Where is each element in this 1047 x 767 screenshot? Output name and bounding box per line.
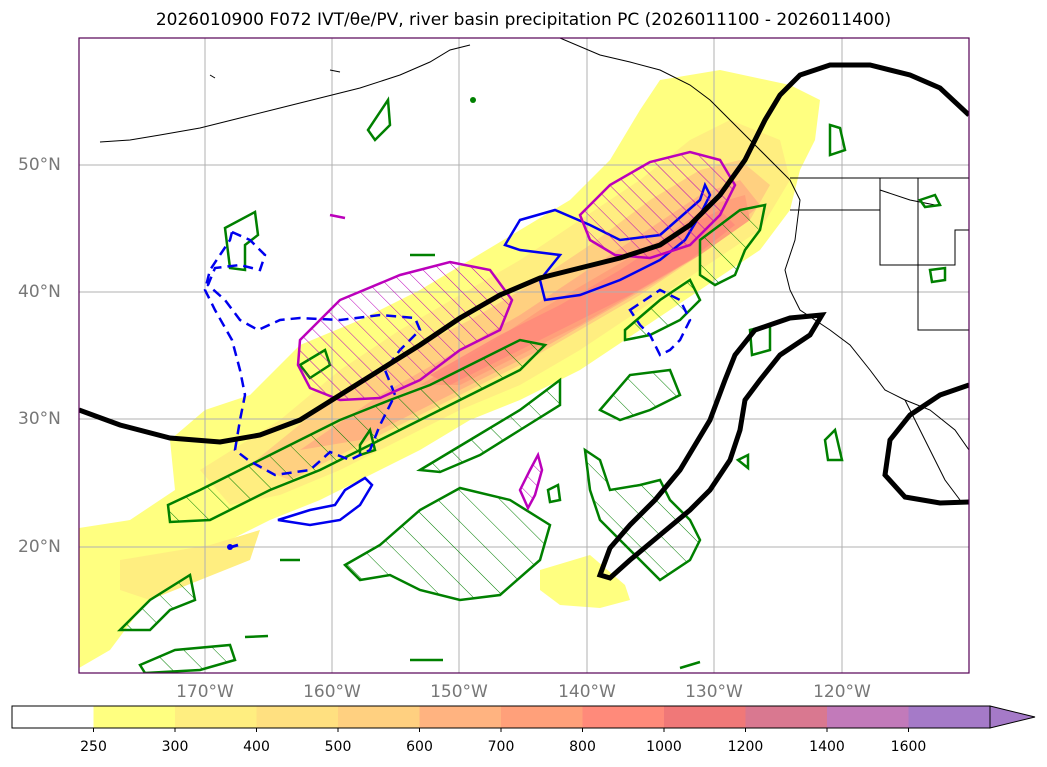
colorbar-segment xyxy=(501,706,583,728)
lat-label-30n: 30°N xyxy=(18,409,61,429)
colorbar-extend-arrow xyxy=(989,705,1036,729)
lon-label-130w: 130°W xyxy=(685,682,743,702)
colorbar-label: 1600 xyxy=(890,739,927,755)
coastlines xyxy=(99,38,969,501)
colorbar-segment xyxy=(419,706,502,728)
colorbar-segment xyxy=(175,706,257,728)
pv-negative-contour xyxy=(203,230,422,477)
plot-frame xyxy=(78,37,970,674)
colorbar-segment xyxy=(256,706,339,728)
lon-label-160w: 160°W xyxy=(303,682,361,702)
colorbar-label: 250 xyxy=(80,739,107,755)
lon-label-170w: 170°W xyxy=(176,682,234,702)
pv-magenta-contours xyxy=(296,150,737,511)
colorbar-segment xyxy=(338,706,420,728)
colorbar-label: 1200 xyxy=(727,739,764,755)
colorbar-segment xyxy=(93,706,176,728)
colorbar-segment xyxy=(827,706,909,728)
lon-label-120w: 120°W xyxy=(813,682,871,702)
colorbar-segment xyxy=(12,706,94,728)
colorbar-label: 600 xyxy=(406,739,433,755)
lat-label-20n: 20°N xyxy=(18,537,61,557)
colorbar-segment xyxy=(582,706,665,728)
colorbar-label: 1000 xyxy=(646,739,682,755)
theta-e-contours xyxy=(79,62,969,581)
lat-label-40n: 40°N xyxy=(18,282,61,302)
lat-label-50n: 50°N xyxy=(18,155,61,175)
colorbar xyxy=(11,705,1036,732)
colorbar-label: 800 xyxy=(569,739,596,755)
colorbar-segment xyxy=(745,706,828,728)
colorbar-label: 700 xyxy=(487,739,515,755)
colorbar-label: 300 xyxy=(161,739,189,755)
colorbar-label: 500 xyxy=(324,739,352,755)
map-title: 2026010900 F072 IVT/θe/PV, river basin p… xyxy=(155,10,892,30)
colorbar-segment xyxy=(664,706,746,728)
lon-label-140w: 140°W xyxy=(558,682,616,702)
lon-label-150w: 150°W xyxy=(430,682,488,702)
colorbar-segment xyxy=(908,706,991,728)
colorbar-label: 1400 xyxy=(809,739,845,755)
pv-positive-contour-2 xyxy=(277,476,374,527)
colorbar-label: 400 xyxy=(243,739,270,755)
